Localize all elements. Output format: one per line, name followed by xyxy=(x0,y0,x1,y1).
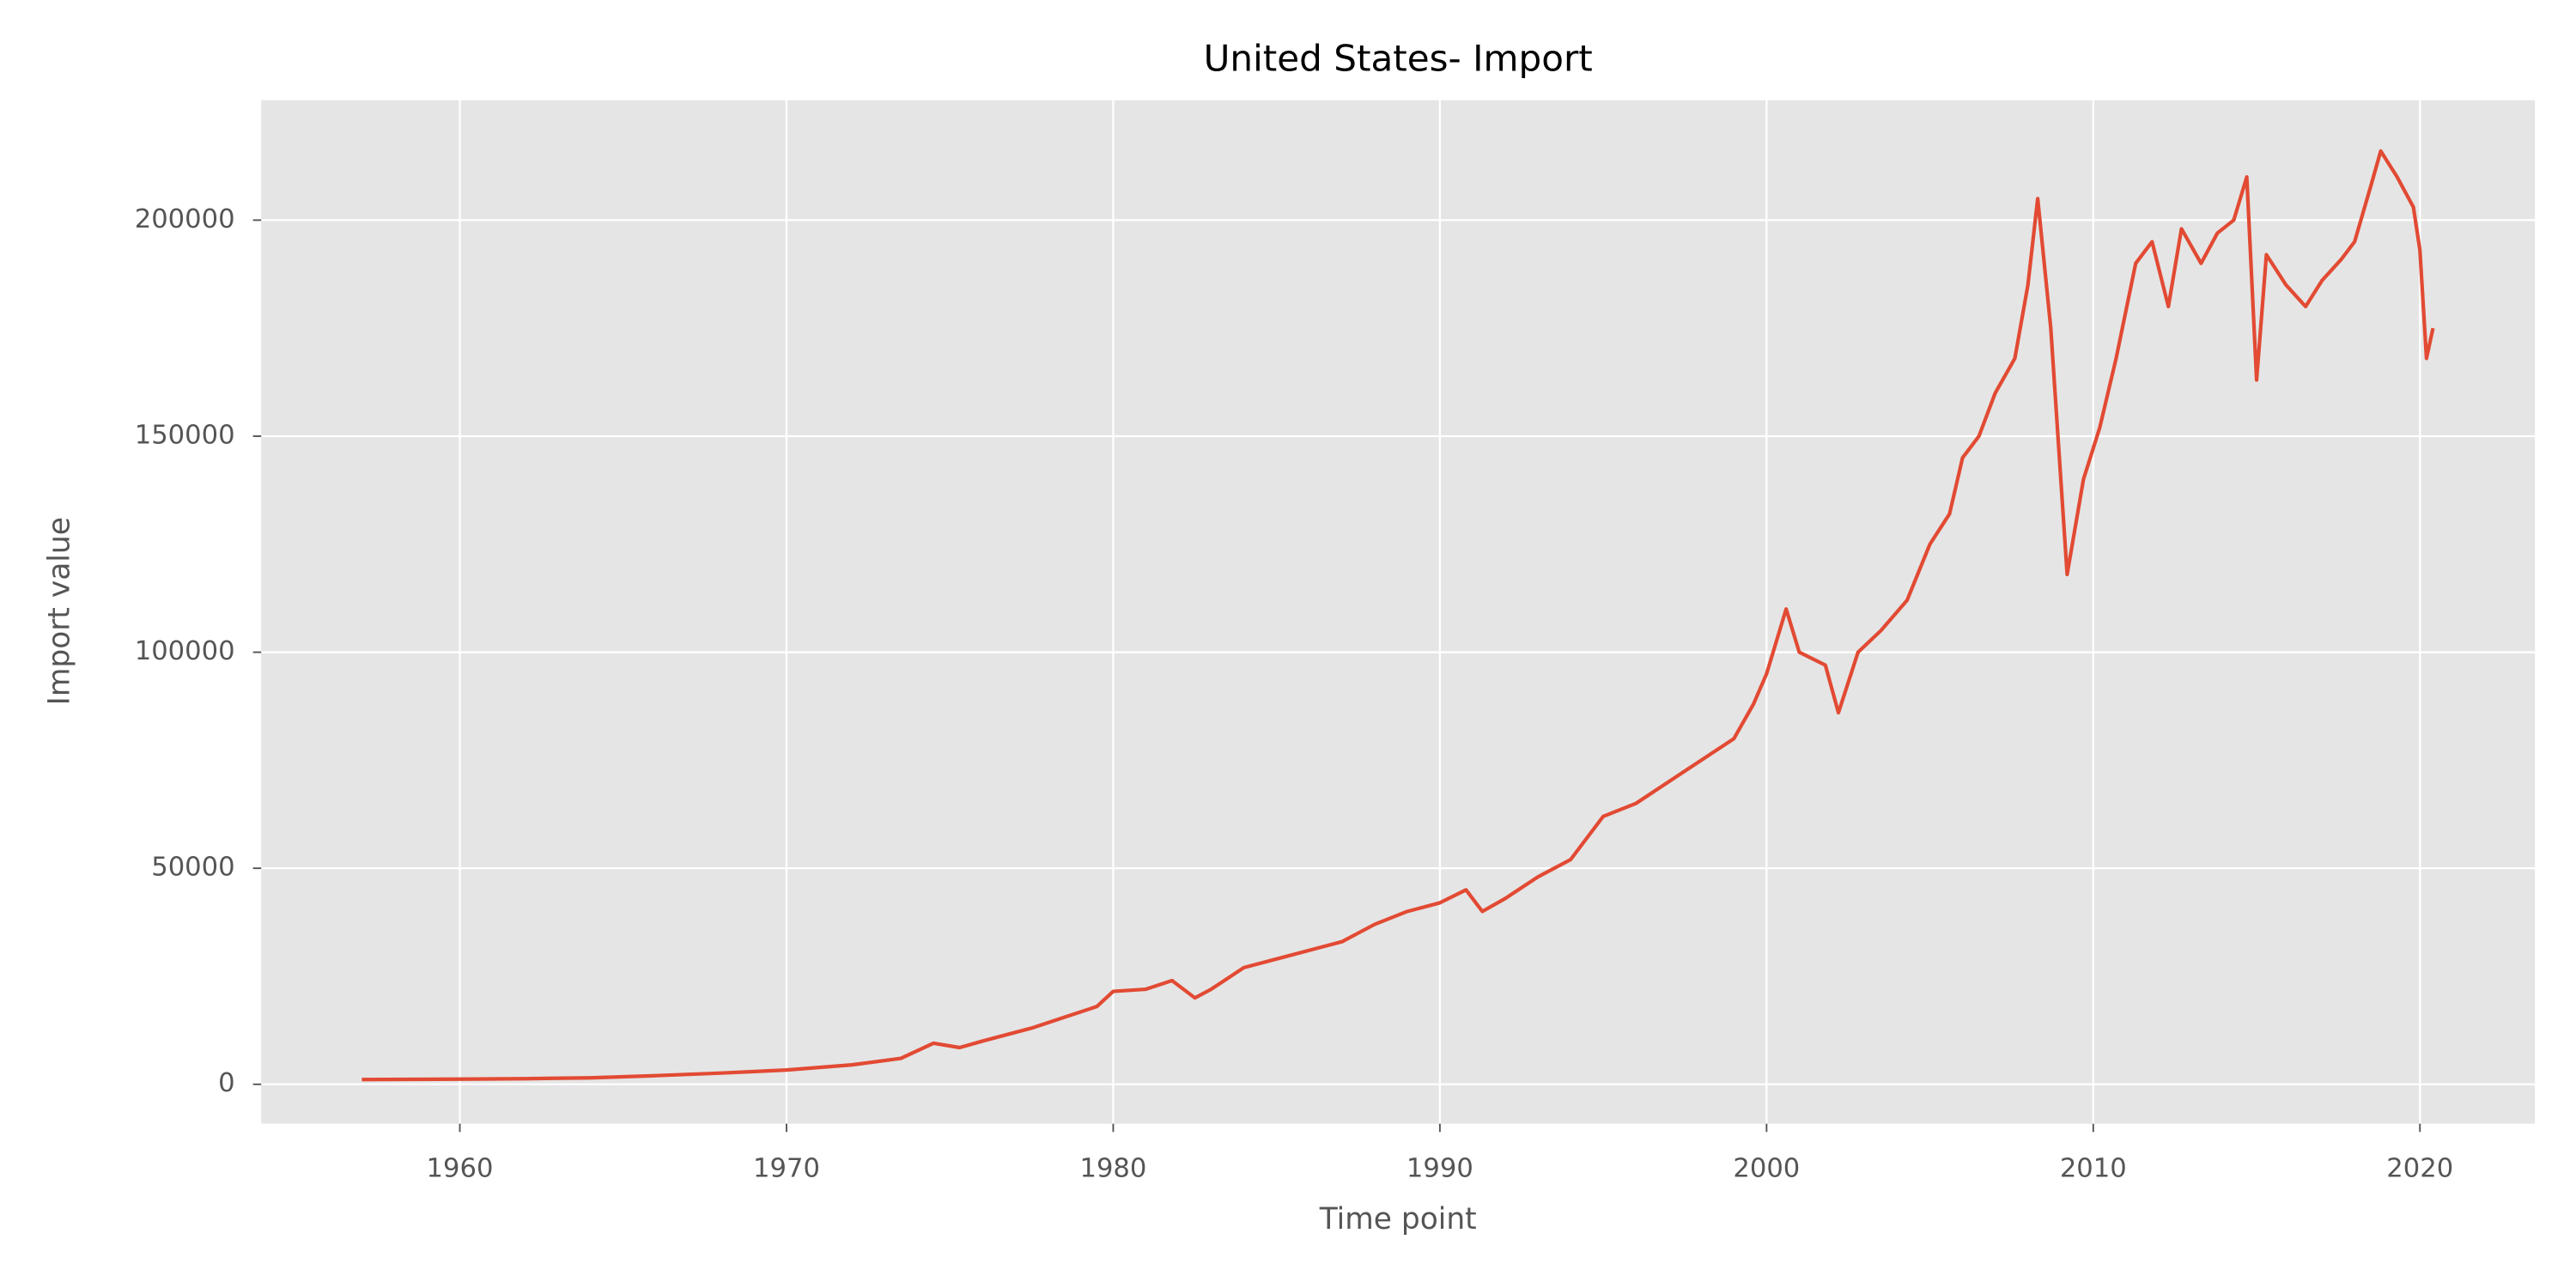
y-tick-label: 0 xyxy=(218,1068,234,1098)
y-tick-label: 100000 xyxy=(135,636,235,666)
x-tick-label: 2010 xyxy=(2060,1154,2127,1184)
chart-title: United States- Import xyxy=(1204,37,1593,79)
data-line xyxy=(361,149,2435,1082)
x-tick-label: 1970 xyxy=(753,1154,820,1184)
y-tick-label: 200000 xyxy=(135,204,235,234)
x-tick-label: 1990 xyxy=(1406,1154,1473,1184)
x-tick-label: 1980 xyxy=(1079,1154,1146,1184)
y-tick-label: 150000 xyxy=(135,420,235,450)
x-tick-label: 2000 xyxy=(1733,1154,1800,1184)
plot-area xyxy=(261,100,2536,1124)
x-tick-label: 2020 xyxy=(2386,1154,2453,1184)
x-tick-label: 1960 xyxy=(427,1154,494,1184)
x-axis-label: Time point xyxy=(1319,1202,1477,1236)
y-tick-label: 50000 xyxy=(151,853,234,883)
y-axis-label: Import value xyxy=(42,517,76,705)
